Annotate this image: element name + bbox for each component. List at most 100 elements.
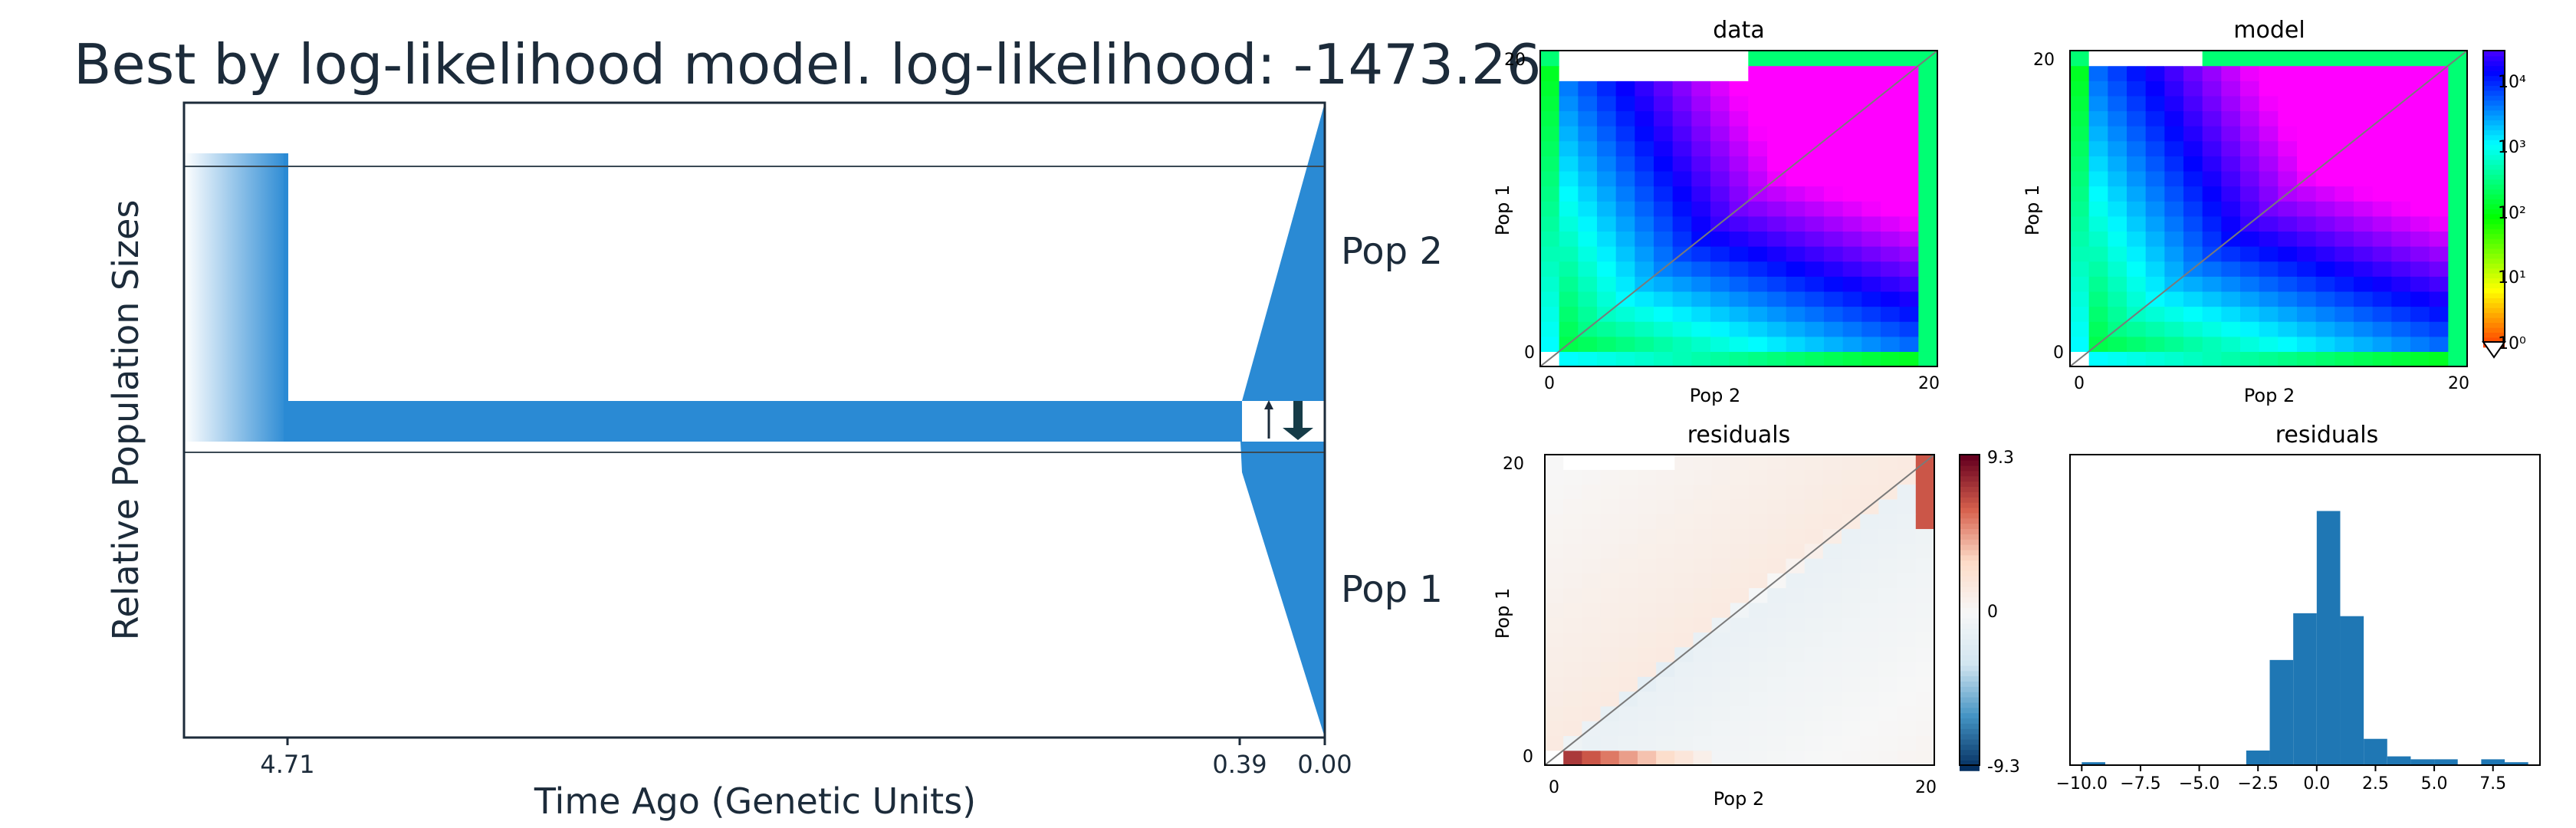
heatmap-cell [1748, 170, 1768, 187]
heatmap-cell [1674, 676, 1694, 692]
heatmap-cell [1545, 705, 1564, 721]
heatmap-cell [1842, 662, 1861, 677]
heatmap-cell [1767, 306, 1787, 322]
heatmap-cell [1615, 246, 1635, 262]
heatmap-cell [1842, 587, 1861, 603]
heatmap-cell [2429, 126, 2449, 142]
heatmap-cell [2259, 261, 2279, 277]
heatmap-cell [2410, 276, 2430, 292]
y-tick-label: 20 [1504, 51, 1526, 70]
heatmap-cell [2429, 95, 2449, 112]
heatmap-cell [2372, 306, 2392, 322]
colorbar-segment [1960, 733, 1980, 740]
colorbar-segment [2483, 174, 2505, 180]
heatmap-cell [1824, 215, 1844, 232]
heatmap-cell [1918, 291, 1938, 307]
heatmap-cell [1559, 351, 1579, 367]
heatmap-cell [1822, 676, 1842, 692]
heatmap-cell [2127, 201, 2147, 217]
heatmap-cell [1582, 646, 1602, 662]
heatmap-cell [2240, 80, 2260, 97]
heatmap-cell [1767, 126, 1787, 142]
heatmap-cell [1691, 201, 1711, 217]
heatmap-cell [2297, 306, 2317, 322]
heatmap-cell [1915, 498, 1935, 514]
x-tick-label: 0 [1544, 374, 1555, 393]
heatmap-cell [1729, 231, 1749, 247]
heatmap-cell [2108, 306, 2128, 322]
heatmap-cell [2391, 156, 2411, 172]
colorbar-segment [2483, 51, 2505, 57]
colorbar-segment [1960, 533, 1980, 540]
heatmap-cell [1540, 65, 1560, 81]
heatmap-cell [1545, 735, 1564, 751]
heatmap-cell [1637, 514, 1657, 530]
heatmap-cell [1748, 156, 1768, 172]
heatmap-cell [2070, 231, 2090, 247]
heatmap-cell [1559, 276, 1579, 292]
heatmap-cell [2315, 65, 2335, 81]
heatmap-cell [1654, 231, 1674, 247]
heatmap-cell [1860, 735, 1880, 751]
heatmap-cell [1767, 291, 1787, 307]
heatmap-cell [1842, 170, 1862, 187]
heatmap-cell [1582, 455, 1602, 470]
heatmap-cell [2334, 261, 2354, 277]
heatmap-cell [1748, 80, 1768, 97]
heatmap-cell [2145, 336, 2165, 352]
colorbar-segment [2483, 199, 2505, 205]
colorbar-segment [1960, 765, 1980, 771]
heatmap-cell [1656, 558, 1675, 573]
heatmap-cell [1691, 291, 1711, 307]
heatmap-cell [1805, 336, 1825, 352]
heatmap-cell [1710, 110, 1730, 127]
heatmap-cell [1545, 721, 1564, 737]
heatmap-cell [2088, 126, 2108, 142]
heatmap-cell [1729, 186, 1749, 202]
heatmap-cell [1804, 676, 1824, 692]
heatmap-cell [1635, 80, 1654, 97]
colorbar-segment [1960, 575, 1980, 582]
heatmap-cell [1878, 750, 1898, 766]
heatmap-cell [1824, 80, 1844, 97]
heatmap-cell [1693, 646, 1713, 662]
heatmap-cell [2183, 95, 2203, 112]
heatmap-cell [2240, 201, 2260, 217]
pop1-expansion [1240, 442, 1325, 738]
heatmap-cell [2259, 306, 2279, 322]
heatmap-cell [2354, 276, 2374, 292]
heatmap-cell [2278, 336, 2298, 352]
heatmap-cell [2108, 291, 2128, 307]
heatmap-cell [1861, 170, 1881, 187]
heatmap-cell [2183, 291, 2203, 307]
heatmap-cell [1674, 587, 1694, 603]
heatmap-cell [2278, 261, 2298, 277]
heatmap-cell [2108, 246, 2128, 262]
heatmap-cell [2108, 65, 2128, 81]
heatmap-cell [1804, 455, 1824, 470]
heatmap-cell [1672, 110, 1692, 127]
heatmap-cell [1748, 321, 1768, 337]
heatmap-cell [1654, 246, 1674, 262]
heatmap-cell [1559, 65, 1579, 81]
heatmap-frame [2069, 50, 2468, 367]
heatmap-cell [1842, 543, 1861, 559]
heatmap-cell [2127, 110, 2147, 127]
colorbar-segment [1960, 528, 1980, 534]
heatmap-cell [2127, 51, 2147, 67]
heatmap-cell [1918, 231, 1938, 247]
colorbar-segment [2483, 124, 2505, 130]
heatmap-cell [1749, 543, 1768, 559]
heatmap-cell [2164, 140, 2184, 156]
heatmap-cell [1897, 632, 1917, 648]
heatmap-cell [2259, 321, 2279, 337]
heatmap-cell [2164, 110, 2184, 127]
heatmap-cell [1860, 632, 1880, 648]
heatmap-cell [1615, 170, 1635, 187]
heatmap-cell [1710, 201, 1730, 217]
heatmap-cell [1693, 705, 1713, 721]
heatmap-cell [2391, 186, 2411, 202]
heatmap-cell [2240, 110, 2260, 127]
heatmap-cell [1563, 662, 1582, 677]
heatmap-cell [1748, 126, 1768, 142]
